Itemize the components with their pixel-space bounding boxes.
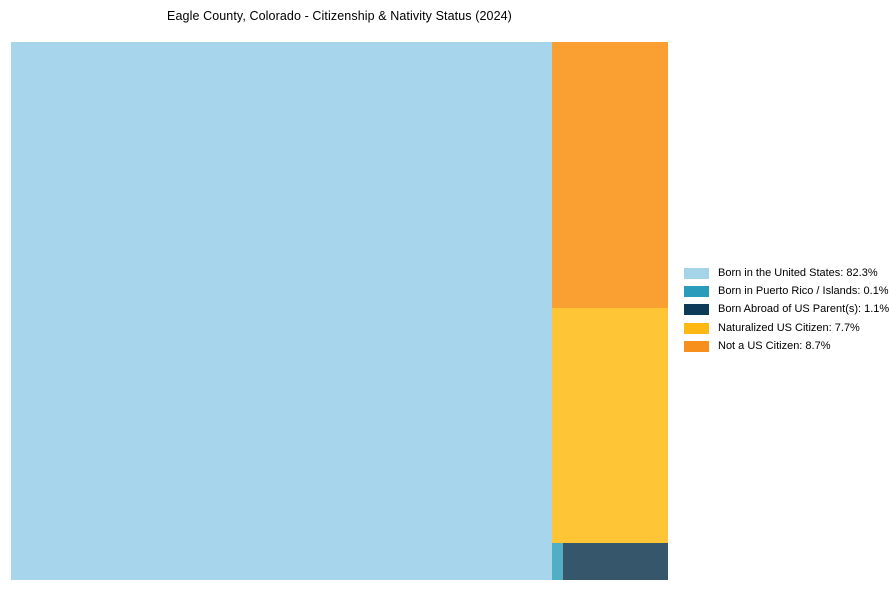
legend-swatch-icon xyxy=(684,340,709,352)
legend-swatch-icon xyxy=(684,285,709,297)
legend-label: Not a US Citizen: 8.7% xyxy=(718,339,831,352)
legend-label: Born in Puerto Rico / Islands: 0.1% xyxy=(718,284,889,297)
legend-label: Born in the United States: 82.3% xyxy=(718,266,878,279)
legend-label: Naturalized US Citizen: 7.7% xyxy=(718,321,860,334)
legend-swatch-icon xyxy=(684,267,709,279)
legend-label: Born Abroad of US Parent(s): 1.1% xyxy=(718,303,889,316)
legend-item: Born in Puerto Rico / Islands: 0.1% xyxy=(684,282,889,300)
legend-swatch-icon xyxy=(684,304,709,316)
legend-item: Born Abroad of US Parent(s): 1.1% xyxy=(684,301,889,319)
legend-swatch-icon xyxy=(684,322,709,334)
chart-title: Eagle County, Colorado - Citizenship & N… xyxy=(167,9,512,23)
treemap-rect-naturalized-us-citizen xyxy=(552,308,668,543)
chart-legend: Born in the United States: 82.3% Born in … xyxy=(684,264,889,355)
treemap-rect-born-in-puerto-rico-islands xyxy=(552,543,563,580)
treemap-rect-born-abroad-of-us-parents xyxy=(563,543,668,580)
treemap-rect-not-a-us-citizen xyxy=(552,42,668,308)
treemap-rect-born-in-us xyxy=(11,42,552,580)
legend-item: Not a US Citizen: 8.7% xyxy=(684,337,889,355)
legend-item: Naturalized US Citizen: 7.7% xyxy=(684,319,889,337)
legend-item: Born in the United States: 82.3% xyxy=(684,264,889,282)
